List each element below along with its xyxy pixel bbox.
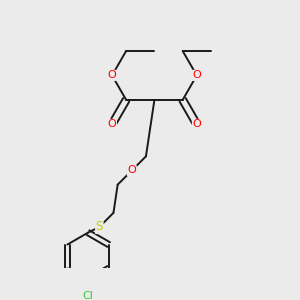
Text: O: O [192, 70, 201, 80]
Text: O: O [108, 119, 116, 129]
Text: O: O [128, 166, 136, 176]
Text: O: O [192, 119, 201, 129]
Text: Cl: Cl [82, 291, 94, 300]
Text: S: S [96, 220, 103, 233]
Text: O: O [108, 70, 116, 80]
